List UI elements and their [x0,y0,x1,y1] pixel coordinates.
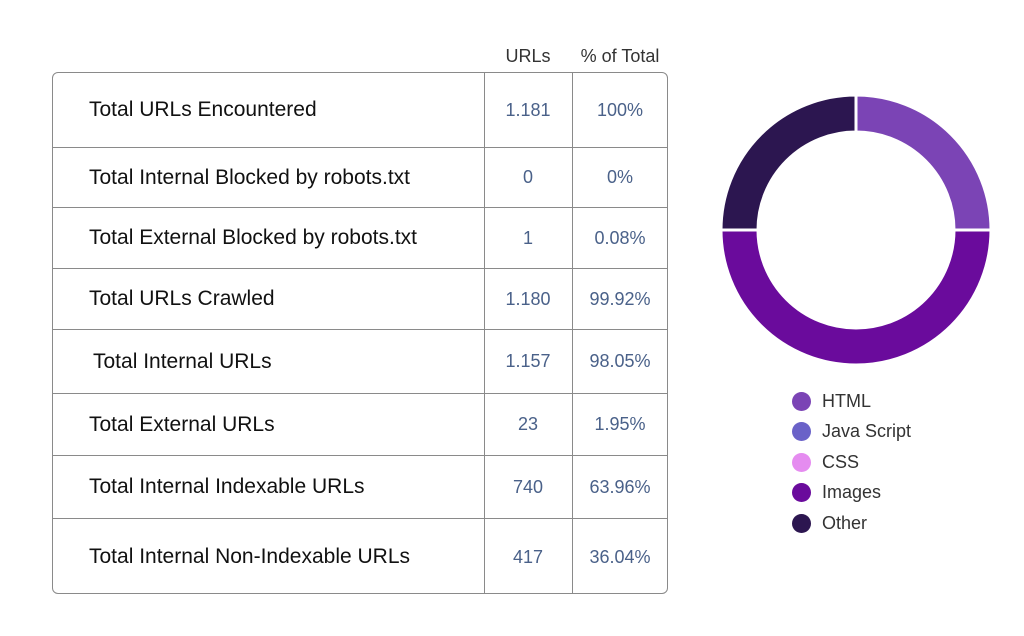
legend-label: Java Script [822,421,912,442]
row-urls-value: 1.180 [505,288,551,309]
table-row: Total Internal Indexable URLs 740 63.96% [53,456,667,519]
donut-slice-other [719,93,858,232]
legend-item: Other [792,508,911,539]
legend-item: Images [792,478,911,509]
url-summary-table: Total URLs Encountered 1.181 100% Total … [52,72,668,594]
row-label: Total External Blocked by robots.txt [89,226,417,249]
table-row: Total External URLs 23 1.95% [53,394,667,456]
legend-label: Other [822,512,868,533]
legend-item: HTML [792,386,911,417]
column-header-percent: % of Total [580,46,660,66]
row-label: Total URLs Encountered [89,98,317,121]
row-percent-value: 98.05% [589,351,651,371]
chart-legend: HTML Java Script CSS Images Other [792,386,911,539]
row-label: Total Internal Non-Indexable URLs [89,545,411,568]
row-urls-value: 23 [517,414,539,434]
legend-swatch [792,422,811,442]
row-label: Total Internal Blocked by robots.txt [89,165,410,189]
table-row: Total Internal Non-Indexable URLs 417 36… [53,519,667,593]
row-percent-value: 0.08% [594,227,646,248]
row-urls-value: 1.157 [505,351,551,371]
legend-swatch [792,391,811,411]
row-percent-value: 99.92% [589,288,651,309]
column-divider [484,73,485,593]
table-row: Total Internal URLs 1.157 98.05% [53,330,667,394]
row-percent-value: 1.95% [594,414,646,434]
row-urls-value: 417 [512,546,544,567]
row-urls-value: 740 [512,476,544,497]
row-urls-value: 1 [522,227,533,248]
table-row: Total Internal Blocked by robots.txt 0 0… [53,148,667,208]
table-row: Total URLs Crawled 1.180 99.92% [53,269,667,330]
row-label: Total Internal URLs [93,349,272,373]
legend-item: CSS [792,447,911,478]
donut-slice-html [854,93,993,232]
donut-chart [719,93,993,367]
row-label: Total Internal Indexable URLs [89,475,365,498]
table-row: Total URLs Encountered 1.181 100% [53,73,667,148]
column-divider [572,73,573,593]
row-percent-value: 63.96% [589,476,651,497]
row-label: Total External URLs [89,412,275,436]
legend-swatch [792,452,811,472]
legend-label: HTML [822,390,871,411]
row-label: Total URLs Crawled [89,287,275,310]
row-percent-value: 36.04% [589,546,651,567]
legend-swatch [792,513,811,533]
column-header-urls: URLs [505,46,551,66]
legend-label: Images [822,482,882,503]
legend-item: Java Script [792,417,911,448]
row-urls-value: 1.181 [505,99,551,120]
row-percent-value: 0% [606,167,633,187]
legend-swatch [792,483,811,503]
table-row: Total External Blocked by robots.txt 1 0… [53,208,667,269]
row-percent-value: 100% [596,99,644,120]
row-urls-value: 0 [522,167,533,187]
donut-slice-images [719,228,993,367]
legend-label: CSS [822,451,860,472]
